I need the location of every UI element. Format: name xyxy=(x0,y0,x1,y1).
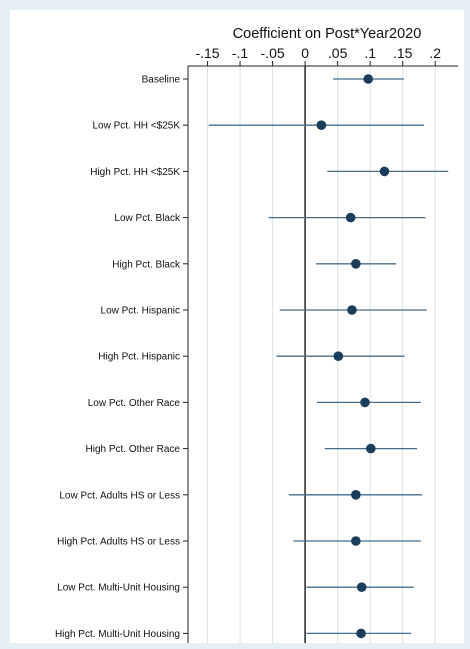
point-estimate xyxy=(360,397,370,408)
category-label: High Pct. Black xyxy=(112,259,181,270)
grid-lines xyxy=(207,66,436,643)
point-estimate xyxy=(363,74,374,84)
x-tick-label: .1 xyxy=(364,45,376,61)
category-label: High Pct. HH <$25K xyxy=(90,167,180,178)
x-tick-label: 0 xyxy=(301,45,309,61)
point-estimate xyxy=(345,212,356,223)
x-axis: -.15 -.1 -.05 0 .05 .1 .15 .2 xyxy=(188,45,458,67)
point-estimate xyxy=(351,490,361,500)
coefficient-plot: Coefficient on Post*Year2020 -.15 -.1 -.05… xyxy=(55,26,458,643)
category-label: High Pct. Other Race xyxy=(86,444,181,455)
x-tick-label: .15 xyxy=(393,45,413,61)
category-label: Low Pct. HH <$25K xyxy=(92,121,180,132)
category-label: Low Pct. Multi-Unit Housing xyxy=(57,583,180,594)
point-estimate xyxy=(316,120,327,130)
point-estimate xyxy=(379,166,390,177)
x-tick-label: -.05 xyxy=(261,45,285,61)
point-estimate xyxy=(347,305,357,315)
category-label: Low Pct. Other Race xyxy=(88,398,181,409)
point-estimate xyxy=(351,536,361,546)
x-tick-label: .2 xyxy=(429,45,441,61)
category-label: High Pct. Adults HS or Less xyxy=(57,537,180,548)
category-label: Low Pct. Hispanic xyxy=(101,306,180,317)
category-label: Low Pct. Adults HS or Less xyxy=(59,490,180,501)
point-estimate xyxy=(356,582,367,592)
x-tick-label: -.1 xyxy=(232,45,249,61)
x-tick-label: -.15 xyxy=(195,45,219,61)
category-label: High Pct. Hispanic xyxy=(98,352,180,363)
point-estimate xyxy=(366,443,376,454)
y-axis: Baseline Low Pct. HH <$25K High Pct. HH <$… xyxy=(55,66,189,643)
category-label: Baseline xyxy=(142,75,181,86)
data-marks xyxy=(208,74,449,639)
chart-frame: Coefficient on Post*Year2020 -.15 -.1 -.05… xyxy=(10,10,464,643)
category-label: High Pct. Multi-Unit Housing xyxy=(55,629,180,640)
point-estimate xyxy=(356,628,366,639)
category-label: Low Pct. Black xyxy=(114,213,181,224)
x-tick-label: .05 xyxy=(328,45,348,61)
point-estimate xyxy=(333,351,344,362)
point-estimate xyxy=(351,259,361,269)
x-axis-title: Coefficient on Post*Year2020 xyxy=(233,26,422,42)
